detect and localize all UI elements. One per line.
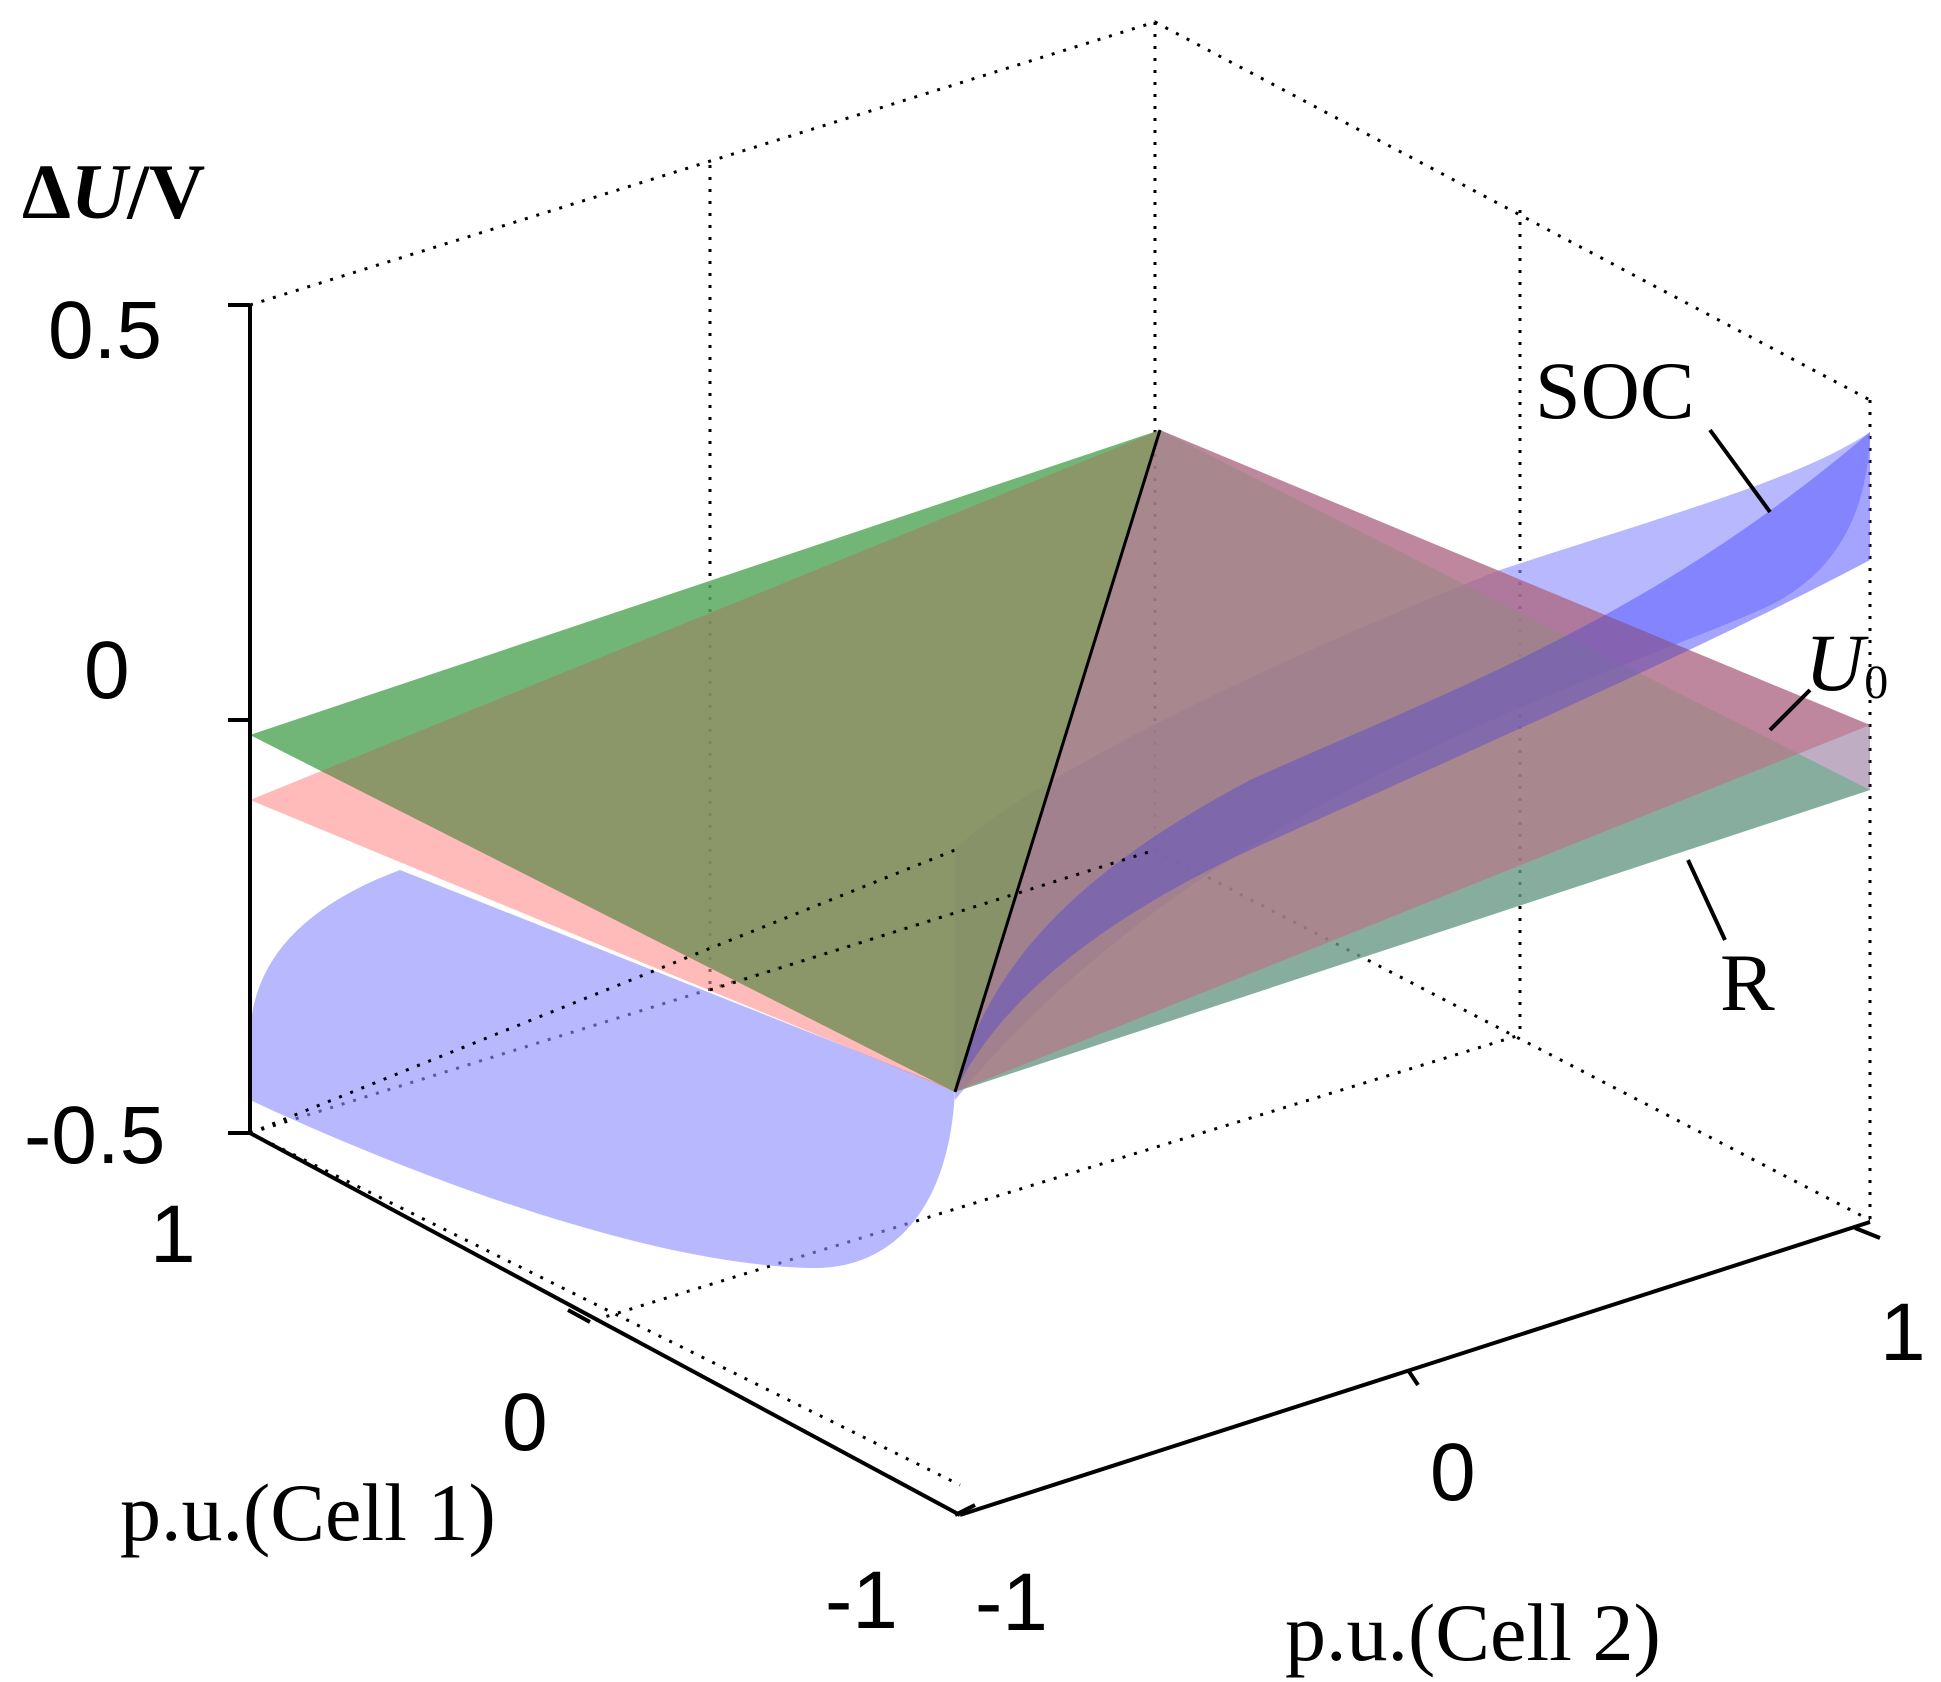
y-axis-title: p.u.(Cell 2) xyxy=(1285,1587,1661,1678)
label-u0-main: U xyxy=(1805,617,1869,708)
ridge-line xyxy=(953,429,1162,1093)
leader-r xyxy=(1686,859,1727,941)
label-soc: SOC xyxy=(1535,345,1695,436)
y-tick-2: 1 xyxy=(1880,1287,1926,1378)
leader-u0 xyxy=(1768,688,1812,732)
z-axis-title-italic: U xyxy=(71,148,131,235)
x-tick-1: 0 xyxy=(502,1377,548,1468)
y-tick-0: -1 xyxy=(975,1557,1048,1648)
soc-surface-mid xyxy=(955,432,1870,1092)
z-axis-title-suffix: /V xyxy=(126,148,205,235)
z-tick-2: -0.5 xyxy=(24,1090,165,1181)
label-r: R xyxy=(1720,937,1775,1028)
x-tick-2: -1 xyxy=(825,1555,898,1646)
soc-surface-lower xyxy=(250,870,955,1268)
cut-face-right xyxy=(955,430,1870,1092)
x-axis-title: p.u.(Cell 1) xyxy=(120,1467,496,1558)
z-tick-0: 0.5 xyxy=(48,285,162,376)
cut-face-left xyxy=(250,430,1160,1092)
x-tick-0: 1 xyxy=(150,1189,196,1280)
z-axis-title-prefix: Δ xyxy=(22,148,71,235)
z-tick-1: 0 xyxy=(84,625,130,716)
axes xyxy=(228,303,1881,1517)
label-u0-sub: 0 xyxy=(1864,656,1888,709)
z-axis-title: ΔU/V xyxy=(22,148,205,235)
label-u0: U0 xyxy=(1805,617,1888,709)
y-tick-1: 0 xyxy=(1430,1427,1476,1518)
leader-soc xyxy=(1708,428,1772,514)
